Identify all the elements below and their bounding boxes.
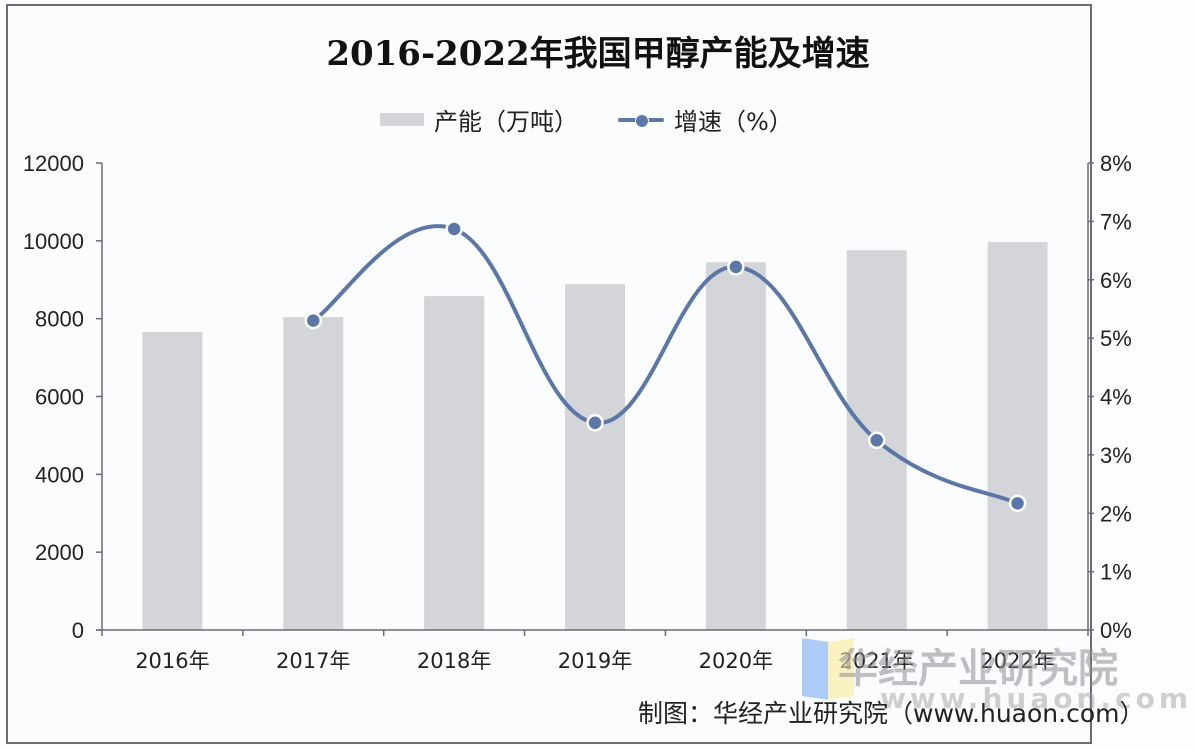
right-axis-tick-label: 5% xyxy=(1100,326,1132,351)
x-axis-tick-label: 2017年 xyxy=(276,649,350,673)
watermark-text: 华经产业研究院 xyxy=(838,646,1118,692)
left-axis-tick-label: 6000 xyxy=(35,385,84,410)
growth-line xyxy=(311,224,1020,506)
left-axis-tick-label: 0 xyxy=(72,618,84,643)
line-marker-swatch-icon xyxy=(618,110,664,130)
chart-title: 2016-2022年我国甲醇产能及增速 xyxy=(326,34,870,74)
bar xyxy=(142,331,203,630)
left-axis-tick-label: 12000 xyxy=(23,151,84,176)
left-axis-tick-label: 4000 xyxy=(35,462,84,487)
data-point-marker xyxy=(586,414,604,432)
right-axis-tick-label: 6% xyxy=(1100,268,1132,293)
bar xyxy=(565,284,625,630)
right-axis-tick-label: 8% xyxy=(1100,151,1132,176)
right-axis-tick-label: 3% xyxy=(1100,443,1132,468)
bar xyxy=(283,317,344,630)
right-axis-tick-label: 7% xyxy=(1100,209,1132,234)
right-axis-tick-label: 1% xyxy=(1100,560,1132,585)
chart-legend: 产能（万吨） 增速（%） xyxy=(380,102,833,137)
legend-item-growth: 增速（%） xyxy=(618,102,793,137)
x-axis-tick-label: 2018年 xyxy=(417,649,491,673)
bar xyxy=(424,296,485,630)
bar xyxy=(705,262,766,630)
legend-label-capacity: 产能（万吨） xyxy=(434,108,578,136)
x-axis-tick-label: 2022年 xyxy=(980,649,1054,673)
right-axis-tick-label: 2% xyxy=(1100,501,1132,526)
right-axis-tick-label: 4% xyxy=(1100,385,1132,410)
bar-swatch-icon xyxy=(380,113,424,126)
data-point-marker xyxy=(304,311,323,330)
legend-item-capacity: 产能（万吨） xyxy=(380,102,578,137)
line-series xyxy=(304,220,1027,513)
source-credit: 制图：华经产业研究院（www.huaon.com） xyxy=(638,699,1145,728)
data-point-marker xyxy=(445,220,463,238)
data-point-marker xyxy=(867,431,886,450)
data-point-marker xyxy=(727,258,745,276)
bar-series xyxy=(142,242,1048,630)
left-axis-tick-label: 8000 xyxy=(35,307,84,332)
x-axis-tick-label: 2020年 xyxy=(699,649,773,673)
right-axis-tick-label: 0% xyxy=(1100,618,1132,643)
left-axis-tick-label: 2000 xyxy=(35,540,84,565)
bar xyxy=(987,242,1048,630)
data-point-marker xyxy=(1008,494,1027,513)
left-axis-tick-label: 10000 xyxy=(23,229,84,254)
legend-label-growth: 增速（%） xyxy=(674,108,793,136)
watermark-logo-icon xyxy=(802,638,828,700)
x-axis-tick-label: 2019年 xyxy=(558,649,632,673)
watermark-url: www.huaon.com xyxy=(880,682,1193,715)
axes: 0 2000 4000 6000 8000 10000 12000 0% 1% 2% 3% 4% 5% 6… xyxy=(23,151,1132,673)
x-axis-tick-label: 2016年 xyxy=(135,649,209,673)
